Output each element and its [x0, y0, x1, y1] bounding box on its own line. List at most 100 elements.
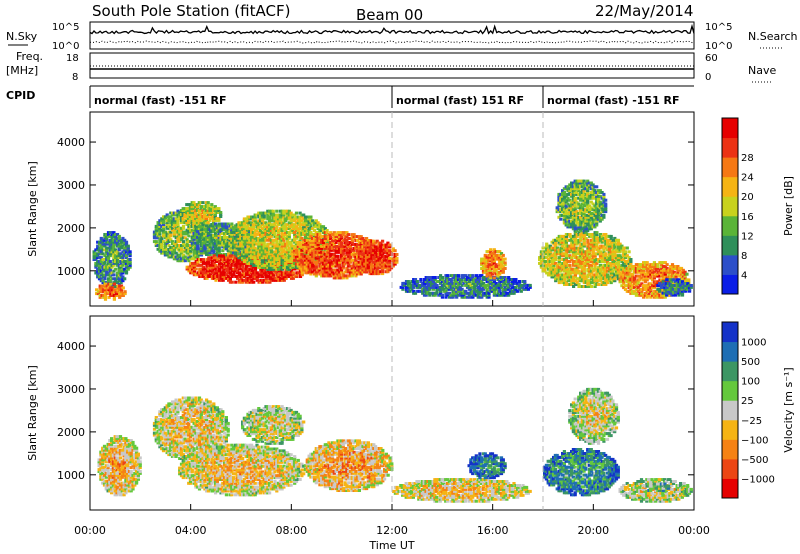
- data-cell: [114, 248, 118, 252]
- data-cell: [303, 232, 308, 236]
- data-cell: [496, 274, 500, 278]
- data-cell: [490, 257, 495, 261]
- data-cell: [126, 244, 130, 248]
- data-cell: [357, 235, 361, 239]
- data-cell: [253, 215, 257, 219]
- data-cell: [253, 213, 257, 217]
- data-cell: [312, 234, 317, 238]
- data-cell: [570, 250, 574, 254]
- data-cell: [201, 260, 205, 263]
- data-cell: [248, 229, 252, 232]
- data-cell: [300, 266, 304, 270]
- data-cell: [377, 258, 381, 262]
- data-cell: [105, 271, 109, 275]
- data-cell: [382, 243, 386, 247]
- data-cell: [483, 261, 487, 265]
- data-cell: [210, 276, 214, 280]
- data-cell: [172, 242, 176, 246]
- data-cell: [296, 217, 300, 221]
- data-cell: [293, 240, 297, 244]
- data-cell: [257, 215, 261, 219]
- data-cell: [501, 265, 505, 269]
- data-cell: [266, 263, 270, 267]
- data-cell: [185, 238, 189, 242]
- data-cell: [210, 269, 214, 273]
- data-cell: [332, 254, 336, 258]
- data-cell: [98, 294, 102, 297]
- data-cell: [298, 271, 303, 275]
- data-cell: [194, 243, 198, 247]
- data-cell: [491, 289, 495, 293]
- data-cell: [97, 240, 102, 244]
- data-cell: [548, 265, 552, 269]
- data-cell: [370, 253, 374, 256]
- data-cell: [123, 261, 127, 265]
- data-cell: [277, 242, 281, 246]
- data-cell: [277, 269, 281, 273]
- data-cell: [291, 244, 295, 248]
- data-cell: [230, 267, 234, 271]
- data-cell: [101, 244, 105, 248]
- data-cell: [212, 241, 216, 245]
- data-cell: [294, 217, 299, 221]
- data-cell: [314, 262, 318, 266]
- data-cell: [169, 245, 173, 249]
- data-cell: [121, 244, 125, 248]
- data-cell: [501, 268, 505, 272]
- data-cell: [264, 229, 268, 232]
- data-cell: [430, 276, 434, 279]
- data-cell: [467, 274, 471, 278]
- data-cell: [422, 280, 427, 283]
- data-cell: [221, 243, 225, 247]
- data-cell: [217, 209, 221, 212]
- data-cell: [510, 291, 514, 295]
- data-cell: [203, 267, 207, 271]
- data-cell: [316, 231, 320, 234]
- data-cell: [303, 217, 308, 221]
- data-cell: [237, 252, 241, 256]
- data-cell: [557, 279, 561, 283]
- data-cell: [359, 256, 363, 260]
- data-cell: [573, 260, 577, 263]
- data-cell: [235, 232, 239, 236]
- data-cell: [341, 246, 345, 250]
- data-cell: [373, 260, 378, 264]
- data-cell: [572, 240, 576, 244]
- data-cell: [321, 268, 326, 272]
- data-cell: [289, 258, 293, 262]
- data-cell: [121, 260, 125, 263]
- data-cell: [363, 262, 367, 266]
- data-cell: [366, 243, 370, 247]
- data-cell: [555, 271, 560, 275]
- data-cell: [365, 237, 369, 240]
- data-cell: [381, 268, 385, 272]
- data-cell: [446, 291, 450, 295]
- data-cell: [570, 269, 574, 273]
- data-cell: [252, 261, 256, 265]
- data-cell: [554, 267, 558, 271]
- data-cell: [298, 238, 302, 242]
- data-cell: [467, 283, 471, 287]
- data-cell: [508, 283, 513, 287]
- data-cell: [226, 230, 230, 234]
- data-cell: [216, 271, 220, 275]
- data-cell: [253, 252, 257, 256]
- data-cell: [266, 250, 270, 254]
- data-cell: [176, 236, 180, 240]
- data-cell: [356, 272, 360, 276]
- data-cell: [474, 281, 478, 285]
- data-cell: [458, 291, 462, 295]
- data-cell: [364, 258, 369, 262]
- data-cell: [568, 256, 572, 260]
- data-cell: [110, 242, 114, 246]
- data-cell: [284, 271, 288, 275]
- data-cell: [294, 221, 299, 225]
- data-cell: [467, 280, 471, 283]
- data-cell: [289, 248, 293, 252]
- data-cell: [99, 261, 103, 265]
- data-cell: [289, 276, 294, 280]
- data-cell: [278, 238, 282, 242]
- data-cell: [312, 223, 317, 227]
- data-cell: [312, 225, 317, 229]
- data-cell: [105, 265, 109, 269]
